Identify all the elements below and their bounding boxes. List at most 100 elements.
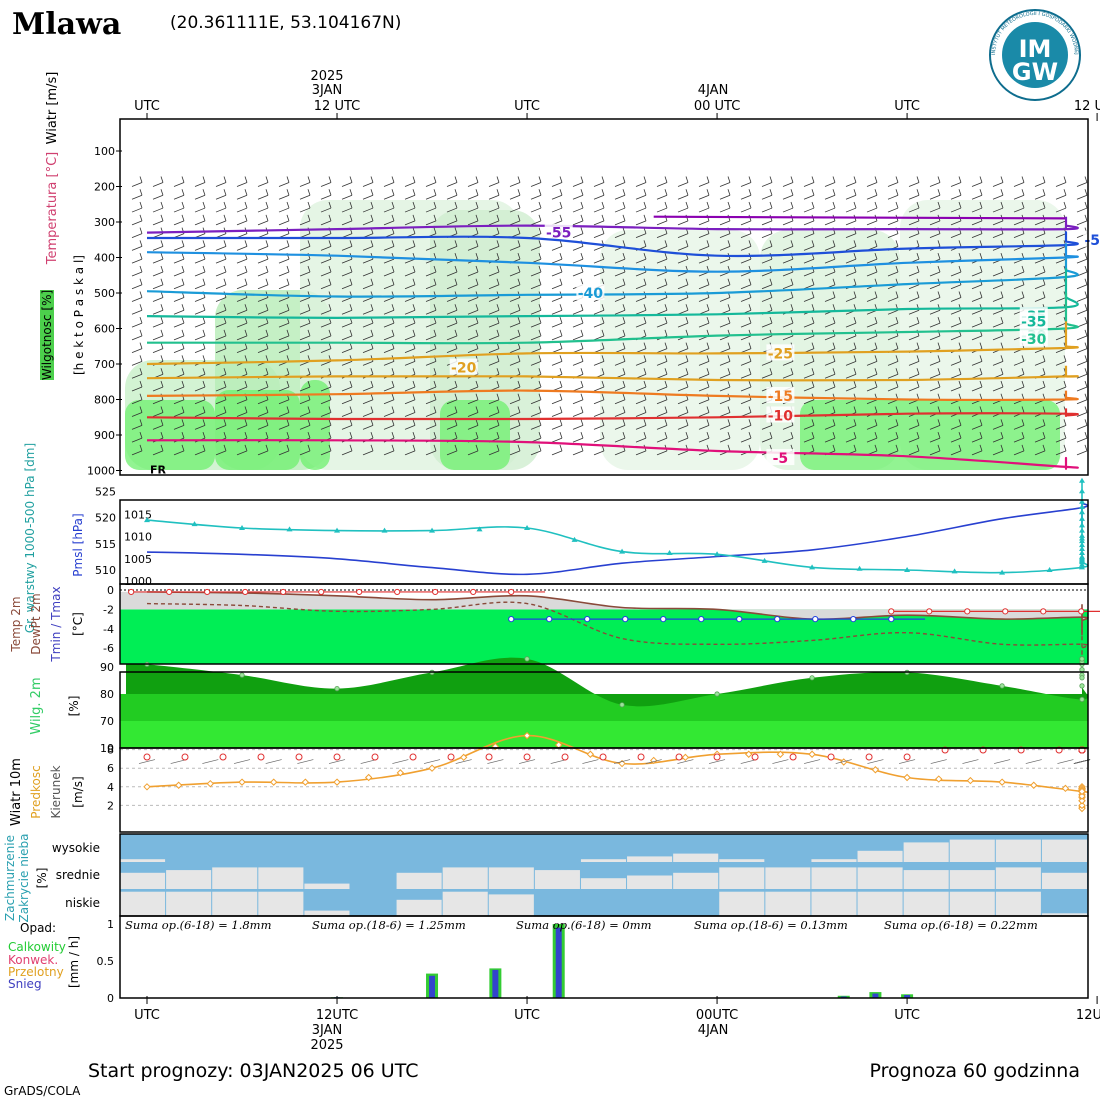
wind-barb <box>383 182 395 187</box>
wind-barb-flag <box>139 368 143 375</box>
wind-direction-barb <box>487 759 504 764</box>
wind-barb-flag <box>223 355 227 362</box>
wind-barb <box>173 450 185 456</box>
tmax-marker <box>1040 608 1047 615</box>
wind-barb-flag <box>139 380 143 388</box>
isotherm-label-bg <box>766 386 795 403</box>
wind-barb <box>131 399 143 405</box>
wind-barb-flag <box>1000 240 1004 247</box>
wind-gust-marker <box>219 753 227 761</box>
bottom-day-label: 3JAN <box>312 1023 343 1038</box>
wind-barb-flag <box>1042 265 1046 273</box>
wind-barb <box>1076 246 1088 251</box>
wind-barb <box>194 207 206 213</box>
wind-barb-flag <box>1021 176 1025 183</box>
isotherm-label: -30 <box>1021 332 1047 348</box>
wind-barb <box>1076 335 1088 341</box>
wind-barb-flag <box>328 419 332 426</box>
wind-speed-marker <box>1078 792 1086 800</box>
wind-barb <box>341 220 353 226</box>
wind-barb <box>425 297 437 302</box>
tmin-marker <box>508 616 515 623</box>
cloud-bar-niskie <box>304 910 350 916</box>
wind-barb-flag <box>622 176 626 183</box>
wind-barb <box>1076 207 1088 213</box>
wind-barb-flag <box>1042 419 1046 426</box>
wind-barb <box>992 386 1004 392</box>
wind-barb <box>635 450 647 456</box>
wind-barb <box>761 194 773 200</box>
wind-barb-flag <box>874 406 878 413</box>
isotherm-minus60 <box>653 215 1067 220</box>
wind-barb <box>362 309 374 315</box>
wind-barb-flag <box>853 176 857 183</box>
wind-barb <box>950 194 962 200</box>
wind-barb <box>992 322 1004 328</box>
wind-barb <box>404 182 416 187</box>
wind-barb-flag <box>454 444 458 452</box>
wind-barb <box>341 284 353 290</box>
wind-barb-flag <box>559 278 563 285</box>
wind-barb <box>992 361 1004 366</box>
wind-barb-flag <box>496 329 500 336</box>
wind-barb <box>992 437 1004 443</box>
wind-barb <box>593 233 605 238</box>
wind-barb <box>824 233 836 238</box>
wind-barb <box>173 258 185 264</box>
wind-barb <box>383 348 395 354</box>
wind-barb-flag <box>1063 431 1067 439</box>
wind-barb-flag <box>958 253 962 260</box>
wind-barb-flag <box>328 265 332 273</box>
isotherm-minus35 <box>146 268 1079 320</box>
wind-barb <box>1055 348 1067 354</box>
cloud-bar-niskie <box>212 891 258 916</box>
wind-barb-flag <box>1084 393 1088 400</box>
humidity-high-shading <box>300 380 330 470</box>
wind-barb-flag <box>433 189 437 196</box>
wind-barb <box>362 297 374 302</box>
wind-barb-flag <box>391 304 395 311</box>
wind-barb-flag <box>811 444 815 452</box>
wind-barb <box>971 361 983 366</box>
wind-barb-flag <box>1084 355 1088 362</box>
wind-barb-flag <box>1000 201 1004 209</box>
wind-barb <box>173 309 185 315</box>
wind-barb <box>425 309 437 315</box>
wind-barb-flag <box>223 189 227 196</box>
wind-barb <box>698 348 710 354</box>
wind-barb-flag <box>1000 355 1004 362</box>
thickness-marker <box>1079 564 1085 570</box>
wind-barb <box>320 271 332 277</box>
wind-barb <box>194 450 206 456</box>
wind-barb <box>446 297 458 302</box>
wind-barb <box>1013 182 1025 187</box>
wind-barb <box>572 309 584 315</box>
wind-barb <box>1055 233 1067 238</box>
isotherm-label-bg <box>576 284 605 300</box>
wind-barb-flag <box>202 189 206 196</box>
wind-barb-flag <box>454 253 458 260</box>
wind-barb-flag <box>790 240 794 247</box>
tmax-marker <box>166 588 173 596</box>
wind-barb <box>782 194 794 200</box>
humidity-tick: 80 <box>100 688 114 701</box>
wind-barb-flag <box>1000 380 1004 388</box>
wind-barb <box>551 284 563 290</box>
wind-barb <box>1055 361 1067 366</box>
thickness-marker <box>524 525 531 530</box>
forecast-start: Start prognozy: 03JAN2025 06 UTC <box>88 1060 418 1082</box>
wind-barb <box>803 424 815 430</box>
humidity-marker <box>714 691 720 697</box>
wind-barb-flag <box>307 329 311 336</box>
wind-barb-flag <box>349 380 353 388</box>
wind-barb-flag <box>328 201 332 209</box>
wind-barb-flag <box>181 304 185 311</box>
wind-barb-flag <box>685 355 689 362</box>
dewpoint-line <box>146 601 1089 657</box>
wind-barb-flag <box>265 431 269 439</box>
wind-barb-flag <box>559 419 563 426</box>
wind-barb-flag <box>1000 406 1004 413</box>
wind-barb <box>194 412 206 417</box>
wind-barb <box>1055 424 1067 430</box>
wind-barb-flag <box>937 189 941 196</box>
